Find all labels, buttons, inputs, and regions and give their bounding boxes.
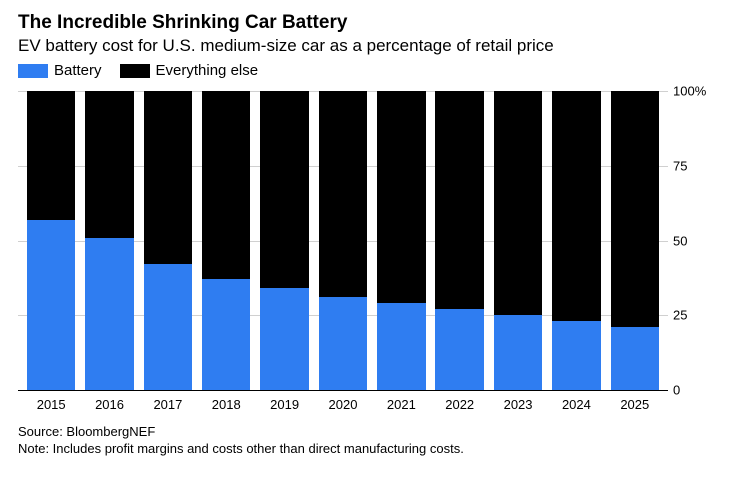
legend-swatch bbox=[18, 64, 48, 78]
bar-2017 bbox=[144, 91, 192, 390]
chart: 0255075100% 2015201620172018201920202021… bbox=[18, 91, 732, 412]
y-tick-label: 0 bbox=[673, 383, 680, 398]
bar-2021 bbox=[377, 91, 425, 390]
y-tick-label: 100% bbox=[673, 84, 706, 99]
x-tick-label: 2020 bbox=[314, 397, 372, 412]
bar-segment-battery bbox=[377, 303, 425, 390]
x-tick-label: 2023 bbox=[489, 397, 547, 412]
bar-segment-battery bbox=[435, 309, 483, 390]
bar-segment-battery bbox=[552, 321, 600, 390]
bar-segment-battery bbox=[202, 279, 250, 390]
bar-2018 bbox=[202, 91, 250, 390]
bar-2015 bbox=[27, 91, 75, 390]
chart-footer: Source: BloombergNEF Note: Includes prof… bbox=[18, 424, 732, 456]
bar-segment-everything_else bbox=[611, 91, 659, 327]
x-tick-label: 2019 bbox=[255, 397, 313, 412]
plot-area: 0255075100% bbox=[18, 91, 668, 391]
x-tick-label: 2018 bbox=[197, 397, 255, 412]
legend: Battery Everything else bbox=[18, 62, 732, 79]
y-tick-label: 50 bbox=[673, 233, 687, 248]
bar-2022 bbox=[435, 91, 483, 390]
bar-segment-everything_else bbox=[494, 91, 542, 315]
legend-item-everything_else: Everything else bbox=[120, 62, 259, 79]
x-tick-label: 2025 bbox=[606, 397, 664, 412]
x-tick-label: 2015 bbox=[22, 397, 80, 412]
y-tick-label: 25 bbox=[673, 308, 687, 323]
legend-label: Battery bbox=[54, 62, 102, 79]
bar-segment-everything_else bbox=[85, 91, 133, 238]
legend-swatch bbox=[120, 64, 150, 78]
x-tick-label: 2021 bbox=[372, 397, 430, 412]
bar-segment-everything_else bbox=[27, 91, 75, 220]
bar-segment-everything_else bbox=[552, 91, 600, 321]
bar-segment-battery bbox=[611, 327, 659, 390]
x-tick-label: 2022 bbox=[431, 397, 489, 412]
x-tick-label: 2016 bbox=[80, 397, 138, 412]
y-tick-label: 75 bbox=[673, 158, 687, 173]
bar-segment-battery bbox=[494, 315, 542, 390]
bar-segment-battery bbox=[85, 238, 133, 390]
bar-segment-battery bbox=[260, 288, 308, 390]
note-line: Note: Includes profit margins and costs … bbox=[18, 441, 732, 456]
bar-segment-everything_else bbox=[319, 91, 367, 297]
x-tick-label: 2024 bbox=[547, 397, 605, 412]
bar-segment-everything_else bbox=[260, 91, 308, 288]
legend-item-battery: Battery bbox=[18, 62, 102, 79]
x-tick-label: 2017 bbox=[139, 397, 197, 412]
bar-segment-everything_else bbox=[144, 91, 192, 264]
legend-label: Everything else bbox=[156, 62, 259, 79]
bar-segment-battery bbox=[27, 220, 75, 390]
bar-segment-everything_else bbox=[435, 91, 483, 309]
bar-2023 bbox=[494, 91, 542, 390]
y-axis: 0255075100% bbox=[673, 91, 713, 390]
bar-segment-battery bbox=[319, 297, 367, 390]
bar-2020 bbox=[319, 91, 367, 390]
chart-subtitle: EV battery cost for U.S. medium-size car… bbox=[18, 36, 732, 56]
x-axis: 2015201620172018201920202021202220232024… bbox=[18, 391, 668, 412]
bar-2016 bbox=[85, 91, 133, 390]
bar-segment-everything_else bbox=[202, 91, 250, 279]
chart-title: The Incredible Shrinking Car Battery bbox=[18, 12, 732, 34]
source-line: Source: BloombergNEF bbox=[18, 424, 732, 439]
bar-segment-battery bbox=[144, 264, 192, 390]
bars-container bbox=[18, 91, 668, 390]
bar-2025 bbox=[611, 91, 659, 390]
bar-2019 bbox=[260, 91, 308, 390]
bar-segment-everything_else bbox=[377, 91, 425, 303]
bar-2024 bbox=[552, 91, 600, 390]
